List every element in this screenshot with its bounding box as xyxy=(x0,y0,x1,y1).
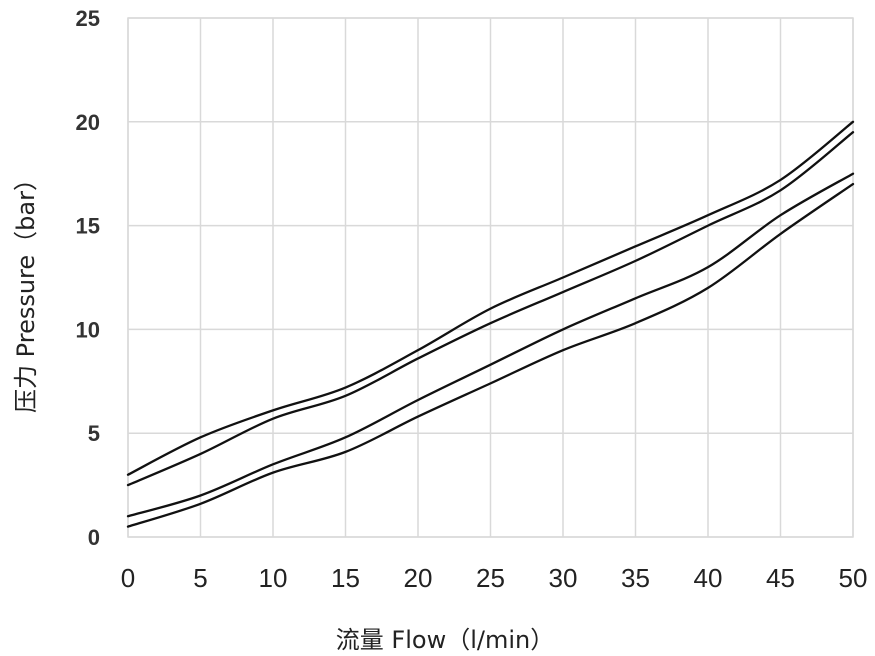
x-tick-label: 0 xyxy=(121,563,135,593)
y-tick-label: 25 xyxy=(76,6,100,31)
series-line-2 xyxy=(126,131,855,487)
y-tick-label: 15 xyxy=(76,214,100,239)
curves xyxy=(126,120,855,528)
gridlines xyxy=(127,17,854,538)
x-tick-label: 30 xyxy=(549,563,578,593)
x-tick-label: 45 xyxy=(766,563,795,593)
y-tick-label: 5 xyxy=(88,421,100,446)
y-tick-label: 10 xyxy=(76,317,100,342)
x-tick-label: 25 xyxy=(476,563,505,593)
x-tick-labels: 0 5 10 15 20 25 30 35 40 45 50 xyxy=(121,563,868,593)
y-axis-label: 压力 Pressure（bar） xyxy=(12,167,40,413)
x-tick-label: 10 xyxy=(259,563,288,593)
x-tick-label: 40 xyxy=(694,563,723,593)
series-line-3 xyxy=(126,172,855,518)
x-tick-label: 20 xyxy=(404,563,433,593)
x-axis-label: 流量 Flow（l/min） xyxy=(336,626,554,654)
x-tick-label: 35 xyxy=(621,563,650,593)
y-tick-labels: 0 5 10 15 20 25 xyxy=(76,6,100,550)
series-line-4 xyxy=(126,182,855,528)
x-tick-label: 50 xyxy=(839,563,868,593)
series-line-1 xyxy=(126,120,855,476)
plot-frame xyxy=(127,17,854,538)
x-tick-label: 15 xyxy=(331,563,360,593)
y-tick-label: 20 xyxy=(76,110,100,135)
y-tick-label: 0 xyxy=(88,525,100,550)
x-tick-label: 5 xyxy=(193,563,207,593)
